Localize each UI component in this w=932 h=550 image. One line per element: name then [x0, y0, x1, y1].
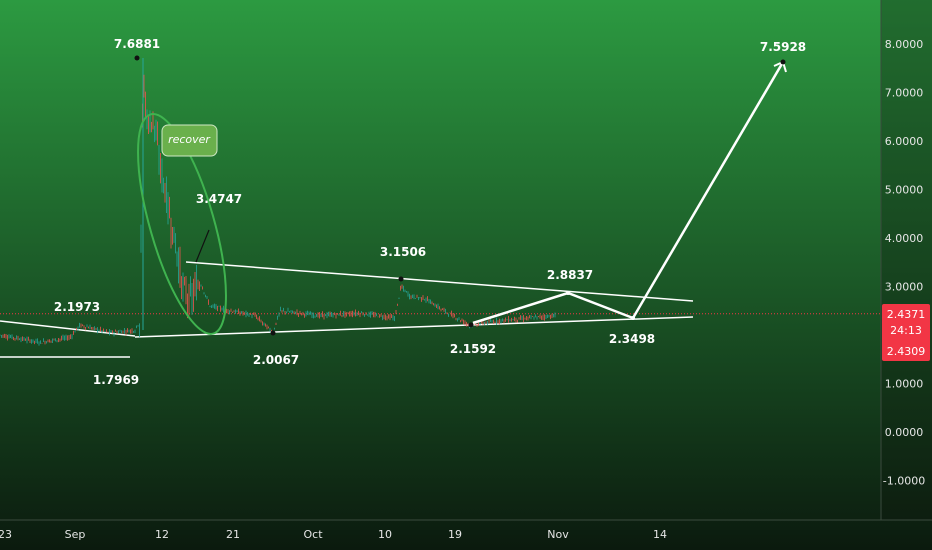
x-tick-label: 19	[448, 528, 462, 541]
label-1-7969: 1.7969	[93, 373, 139, 387]
label-3-4747: 3.4747	[196, 192, 242, 206]
label-2-3498: 2.3498	[609, 332, 655, 346]
triangle-upper-line	[185, 261, 694, 302]
marker-7-5928	[780, 59, 786, 65]
x-tick-label: 23	[0, 528, 12, 541]
recover-callout[interactable]: recover	[161, 124, 218, 157]
marker-2-0067	[270, 330, 276, 336]
countdown-tag: 24:13	[890, 324, 922, 337]
x-tick-label: 21	[226, 528, 240, 541]
y-tick-label: 5.0000	[885, 184, 924, 197]
label-2-1973: 2.1973	[54, 300, 100, 314]
label-2-0067: 2.0067	[253, 353, 299, 367]
x-tick-label: Nov	[547, 528, 569, 541]
y-tick-label: 4.0000	[885, 232, 924, 245]
marker-2-3498	[631, 316, 635, 320]
price-tag-group: 2.4371 24:13 2.4309	[882, 304, 930, 361]
price-axis-panel	[881, 0, 932, 520]
x-tick-label: Sep	[65, 528, 86, 541]
y-tick-label: -1.0000	[883, 475, 925, 488]
label-3-1506: 3.1506	[380, 245, 426, 259]
price-tag-background	[882, 304, 930, 361]
y-tick-label: 0.0000	[885, 426, 924, 439]
marker-2-1592	[468, 322, 474, 328]
y-tick-label: 8.0000	[885, 38, 924, 51]
recover-callout-text: recover	[168, 133, 211, 146]
marker-7-6881	[134, 55, 140, 61]
projection-path	[472, 61, 785, 325]
marker-2-8837	[566, 291, 570, 295]
x-tick-label: 12	[155, 528, 169, 541]
x-tick-label: 10	[378, 528, 392, 541]
low-price-tag: 2.4309	[887, 345, 926, 358]
x-tick-label: 14	[653, 528, 667, 541]
y-tick-label: 6.0000	[885, 135, 924, 148]
y-tick-label: 7.0000	[885, 87, 924, 100]
candlesticks	[0, 58, 556, 346]
label-7-6881: 7.6881	[114, 37, 160, 51]
label-7-5928: 7.5928	[760, 40, 806, 54]
y-axis: 8.0000 7.0000 6.0000 5.0000 4.0000 3.0000 1.00…	[883, 38, 925, 488]
pointer-line-3-4747	[195, 229, 210, 263]
marker-3-1506	[398, 276, 404, 282]
y-tick-label: 1.0000	[885, 378, 924, 391]
x-axis: 23 Sep 12 21 Oct 10 19 Nov 14	[0, 528, 667, 541]
recover-ellipse	[137, 113, 227, 335]
label-2-1592: 2.1592	[450, 342, 496, 356]
triangle-lower-line	[134, 316, 694, 338]
x-tick-label: Oct	[303, 528, 323, 541]
label-2-8837: 2.8837	[547, 268, 593, 282]
last-price-tag: 2.4371	[887, 308, 926, 321]
y-tick-label: 3.0000	[885, 281, 924, 294]
